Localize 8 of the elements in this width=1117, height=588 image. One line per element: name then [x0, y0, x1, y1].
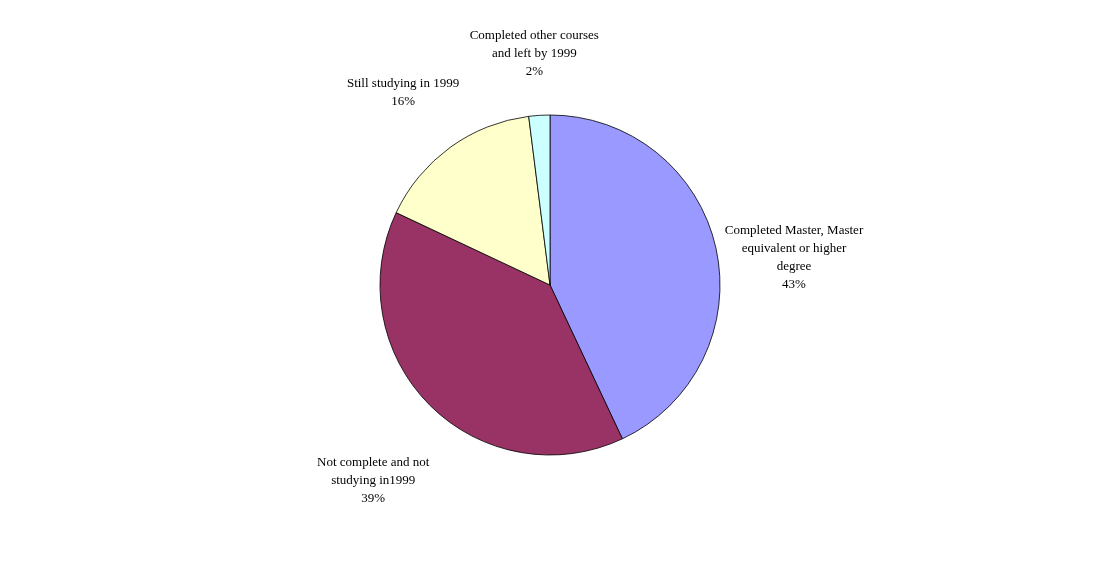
slice-label: Completed other courses and left by 1999 [469, 27, 599, 61]
slice-label: Completed Master, Master equivalent or higher degree [724, 222, 864, 274]
data-label: 43% [782, 276, 807, 292]
data-label: 2% [525, 63, 544, 79]
slice-label: Not complete and not studying in1999 [317, 453, 430, 487]
data-label: 39% [361, 489, 386, 505]
data-label: 16% [391, 92, 416, 108]
slice-label: Still studying in 1999 [346, 74, 460, 90]
